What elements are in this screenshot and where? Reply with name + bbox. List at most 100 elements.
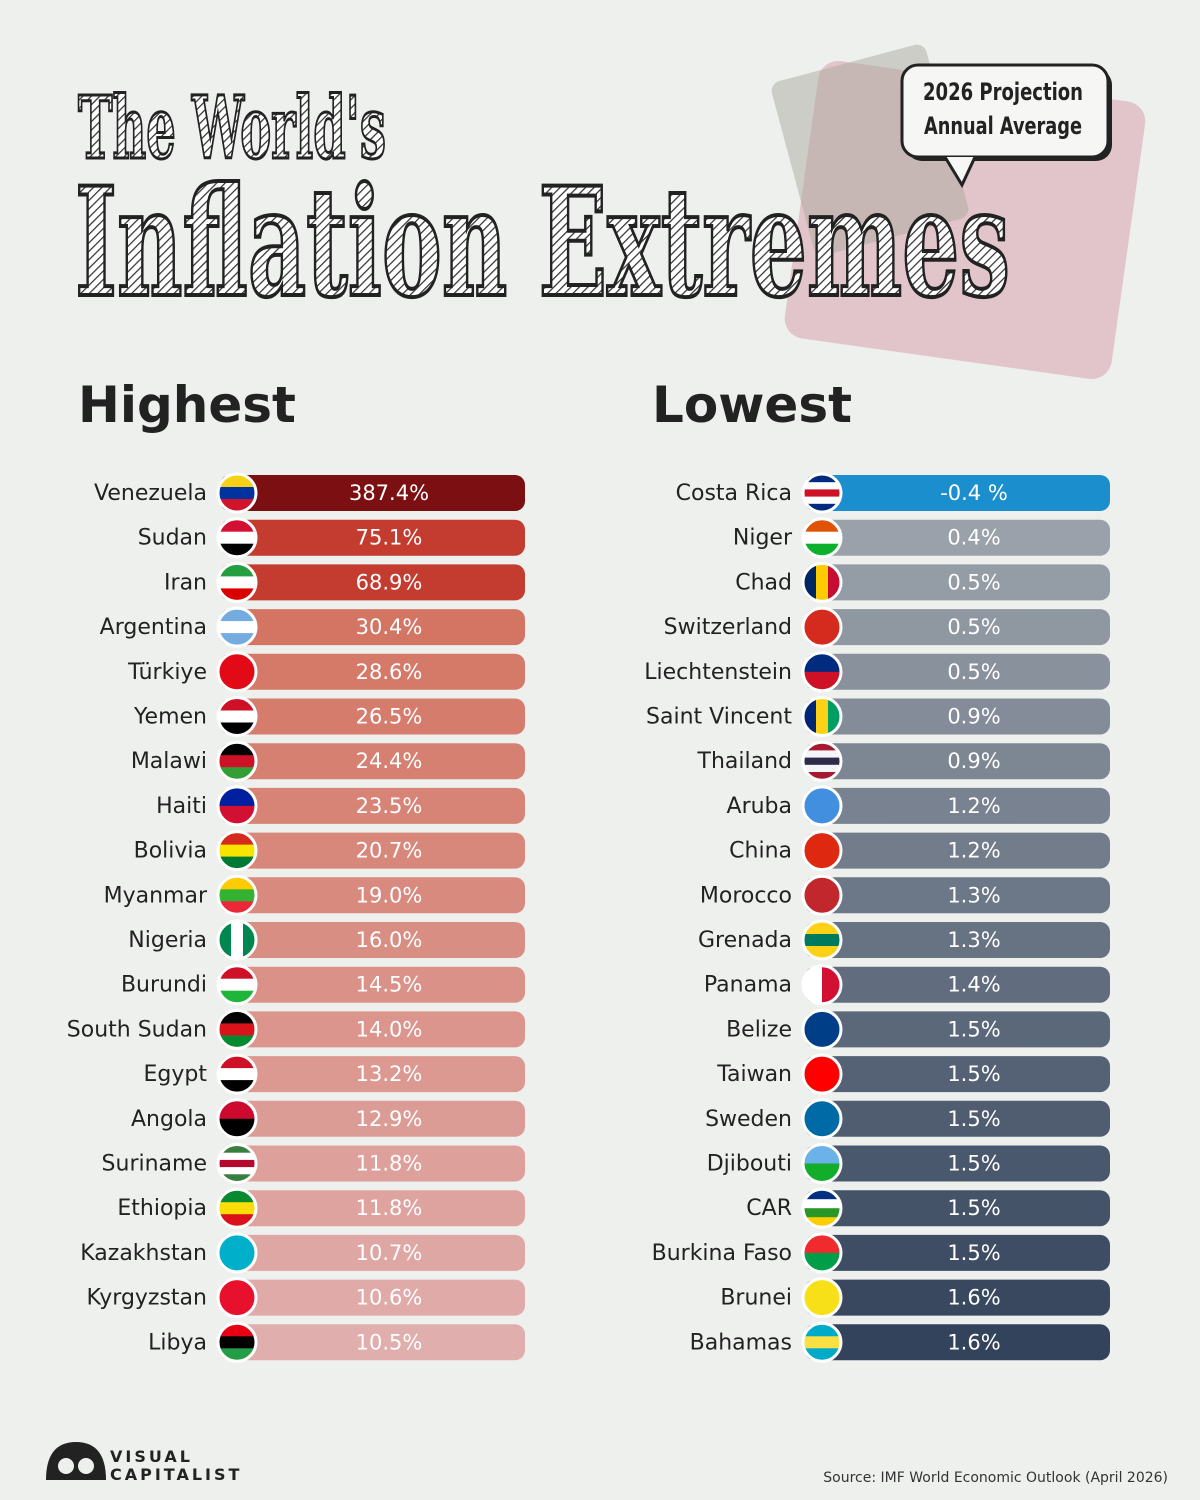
flag-stripe <box>804 1199 840 1209</box>
flag-stripe <box>219 1167 255 1175</box>
value: 0.5% <box>947 615 1000 639</box>
bar <box>220 1324 525 1361</box>
flag-stripe <box>804 1234 840 1254</box>
country: Liechtenstein <box>644 660 792 685</box>
flag-stripe <box>804 1163 840 1182</box>
country: Chad <box>735 570 792 595</box>
country: Taiwan <box>716 1062 792 1087</box>
flag <box>219 564 255 601</box>
bar <box>805 1145 1110 1182</box>
flag <box>804 1234 840 1271</box>
flag-stripe <box>804 482 840 490</box>
flag-ring <box>801 830 843 872</box>
brand-logo: VISUAL CAPITALIST <box>46 1442 239 1484</box>
flag <box>219 1145 255 1182</box>
bar <box>220 832 525 869</box>
country: Saint Vincent <box>646 705 792 730</box>
bar <box>805 698 1110 735</box>
flag-ring <box>216 1321 258 1363</box>
flag-stripe <box>219 698 255 711</box>
flag-ring <box>801 606 843 648</box>
flag-ring <box>801 1143 843 1184</box>
bar <box>220 698 525 735</box>
country: Iran <box>164 570 207 595</box>
country: Niger <box>733 526 793 551</box>
flag-stripe <box>804 877 840 914</box>
flag-stripe <box>219 966 255 980</box>
value: 11.8% <box>356 1196 423 1220</box>
callout-line2: Annual Average <box>924 112 1082 140</box>
bar <box>220 1011 525 1048</box>
flag <box>804 832 840 869</box>
flag <box>804 1145 840 1182</box>
value: 10.6% <box>356 1286 423 1310</box>
bar <box>220 787 525 824</box>
value: 14.0% <box>356 1017 423 1041</box>
flag-stripe <box>219 755 255 768</box>
flag <box>219 1279 255 1316</box>
bar <box>805 877 1110 914</box>
flag-stripe <box>804 750 840 759</box>
title-line1: The World's <box>78 78 386 179</box>
value: 0.5% <box>947 660 1000 684</box>
flag <box>219 1056 255 1093</box>
bar <box>805 475 1110 511</box>
flag-stripe <box>804 832 840 869</box>
country: Djibouti <box>707 1152 792 1177</box>
flag <box>804 1011 840 1048</box>
country: Venezuela <box>94 481 207 506</box>
flag-stripe <box>219 633 255 646</box>
bar <box>805 609 1110 646</box>
bar <box>220 1190 525 1227</box>
flag-ring <box>216 696 258 737</box>
bar <box>805 1190 1110 1227</box>
flag-ring <box>216 1008 258 1050</box>
flag-stripe <box>219 856 255 869</box>
bar <box>220 1279 525 1316</box>
flag-stripe <box>219 1324 255 1337</box>
flag-ring <box>216 785 258 827</box>
flag-stripe <box>804 489 840 498</box>
value: 0.5% <box>947 570 1000 594</box>
source: Source: IMF World Economic Outlook (Apri… <box>823 1470 1168 1486</box>
flag-stripe <box>219 901 255 914</box>
value: 1.6% <box>947 1330 1000 1354</box>
flag <box>219 832 255 869</box>
flag <box>219 1324 255 1361</box>
flag <box>804 1190 840 1227</box>
country: Malawi <box>131 749 207 774</box>
flag-ring <box>801 1098 843 1140</box>
flag-stripe <box>219 1023 255 1036</box>
country: Sudan <box>138 526 207 551</box>
country: Haiti <box>156 794 207 819</box>
flag-stripe <box>804 1100 840 1137</box>
flag <box>804 475 840 511</box>
flag-ring <box>801 1053 843 1095</box>
title-line2: Inflation Extremes <box>75 155 1010 331</box>
bar <box>805 1056 1110 1093</box>
flag-stripe <box>219 767 255 780</box>
flag-stripe <box>804 772 840 780</box>
bar <box>220 475 525 511</box>
bar <box>220 743 525 780</box>
flag <box>219 609 255 646</box>
flag <box>804 1324 840 1361</box>
flag-ring <box>801 964 843 1006</box>
country: Bahamas <box>690 1330 792 1355</box>
value: -0.4 % <box>940 481 1008 505</box>
flag <box>219 519 255 556</box>
value: 10.7% <box>356 1241 423 1265</box>
flag-stripe <box>804 1252 840 1271</box>
bar <box>220 1100 525 1137</box>
flag <box>804 743 840 780</box>
country: Morocco <box>700 883 792 908</box>
flag-ring <box>801 517 843 559</box>
flag-stripe <box>804 757 840 766</box>
value: 1.5% <box>947 1152 1000 1176</box>
flag-stripe <box>816 698 829 735</box>
callout-line1: 2026 Projection <box>923 78 1083 106</box>
flag-stripe <box>822 966 840 1003</box>
flag-ring <box>216 1053 258 1095</box>
flag-stripe <box>219 475 255 488</box>
flag-stripe <box>219 1056 255 1069</box>
